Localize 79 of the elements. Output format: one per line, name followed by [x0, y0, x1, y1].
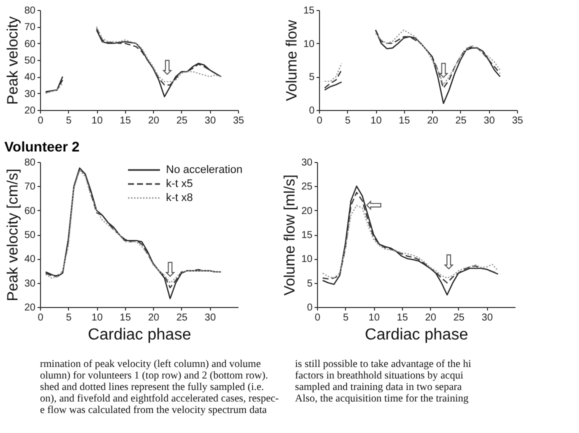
text: shed and dotted lines represent the fully sampled (i.e. — [40, 382, 264, 393]
text: olumn) for volunteers 1 (top row) and 2 (bottom row). — [40, 370, 268, 382]
text: Also, the acquisition time for the training — [295, 394, 470, 404]
y-axis-title: Volume flow — [283, 20, 300, 101]
x-tick-label: 35 — [512, 116, 524, 126]
text: e flow was calculated from the velocity spectrum data — [40, 405, 268, 416]
y-axis-title: Peak velocity [cm/s] — [4, 168, 22, 302]
text: is still possible to take advantage of the hi — [295, 359, 472, 370]
y-tick-label: 50 — [24, 56, 36, 66]
x-tick-label: 20 — [427, 116, 439, 126]
y-tick-label: 10 — [301, 254, 313, 266]
x-tick-label: 0 — [38, 312, 44, 324]
annotation: ⇩ — [162, 257, 178, 282]
x-tick-label: 30 — [482, 312, 494, 324]
x-tick-label: 25 — [455, 116, 467, 126]
text: sampled and training data in two separa — [295, 382, 462, 393]
y-tick-label: 80 — [24, 6, 36, 16]
y-tick-label: 50 — [24, 230, 36, 241]
annotation: ⇩ — [158, 55, 176, 80]
line-series — [322, 186, 499, 296]
y-tick-label: 30 — [24, 88, 36, 100]
x-tick-label: 30 — [484, 116, 496, 126]
x-tick-label: 20 — [425, 312, 437, 324]
y-tick-label: 10 — [303, 38, 315, 50]
annotation: ⇦ — [366, 192, 382, 216]
x-tick-label: 15 — [120, 312, 132, 324]
x-tick-label: 25 — [176, 116, 188, 126]
y-tick-label: 40 — [24, 72, 36, 84]
x-tick-label: 25 — [176, 312, 188, 324]
y-tick-label: 60 — [24, 206, 36, 217]
y-tick-label: 5 — [306, 278, 313, 290]
x-tick-label: 15 — [120, 116, 132, 126]
x-tick-label: 35 — [232, 116, 244, 126]
y-tick-label: 25 — [301, 182, 313, 193]
y-tick-label: 30 — [24, 278, 36, 290]
y-tick-label: 70 — [24, 182, 36, 193]
y-axis-title: Volume flow [ml/s] — [281, 174, 298, 296]
y-tick-label: 0 — [308, 106, 315, 116]
x-tick-label: 5 — [66, 312, 72, 324]
text: on), and fivefold and eightfold accelerated cases, respec- — [40, 394, 280, 404]
y-tick-label: 80 — [24, 158, 36, 168]
x-tick-label: 20 — [148, 312, 160, 324]
x-tick-label: 10 — [370, 116, 382, 126]
legend-label: No acceleration — [166, 164, 242, 176]
y-tick-label: 0 — [306, 302, 313, 314]
y-tick-label: 20 — [24, 302, 36, 314]
chart-title: Volunteer 2 — [4, 138, 80, 154]
text: factors in breathhold situations by acqui — [295, 370, 464, 382]
x-tick-label: 30 — [204, 312, 216, 324]
x-axis-title: Cardiac phase — [88, 326, 192, 344]
y-tick-label: 60 — [24, 38, 36, 50]
x-tick-label: 5 — [343, 312, 350, 324]
x-axis-title: Cardiac phase — [364, 326, 468, 344]
y-tick-label: 20 — [301, 206, 313, 217]
annotation: ⇩ — [440, 250, 458, 274]
x-tick-label: 30 — [204, 116, 216, 126]
x-tick-label: 10 — [368, 312, 380, 324]
x-tick-label: 5 — [66, 116, 72, 126]
x-tick-label: 0 — [38, 116, 44, 126]
x-tick-label: 20 — [148, 116, 160, 126]
x-tick-label: 15 — [398, 116, 410, 126]
text: rmination of peak velocity (left column) and volume — [40, 359, 262, 370]
y-tick-label: 40 — [24, 254, 36, 266]
x-tick-label: 15 — [396, 312, 408, 324]
x-tick-label: 0 — [316, 116, 323, 126]
y-tick-label: 70 — [24, 22, 36, 34]
y-axis-title: Peak velocity — [4, 16, 22, 105]
x-tick-label: 25 — [453, 312, 465, 324]
y-tick-label: 5 — [308, 72, 315, 84]
y-tick-label: 30 — [301, 158, 313, 168]
x-tick-label: 10 — [92, 312, 104, 324]
legend-label: k-t x5 — [166, 178, 193, 190]
y-tick-label: 20 — [24, 106, 36, 116]
y-tick-label: 15 — [303, 6, 315, 16]
x-tick-label: 5 — [345, 116, 352, 126]
x-tick-label: 10 — [92, 116, 104, 126]
y-tick-label: 15 — [301, 230, 313, 241]
legend-label: k-t x8 — [166, 192, 193, 204]
annotation: ⇩ — [435, 58, 452, 82]
